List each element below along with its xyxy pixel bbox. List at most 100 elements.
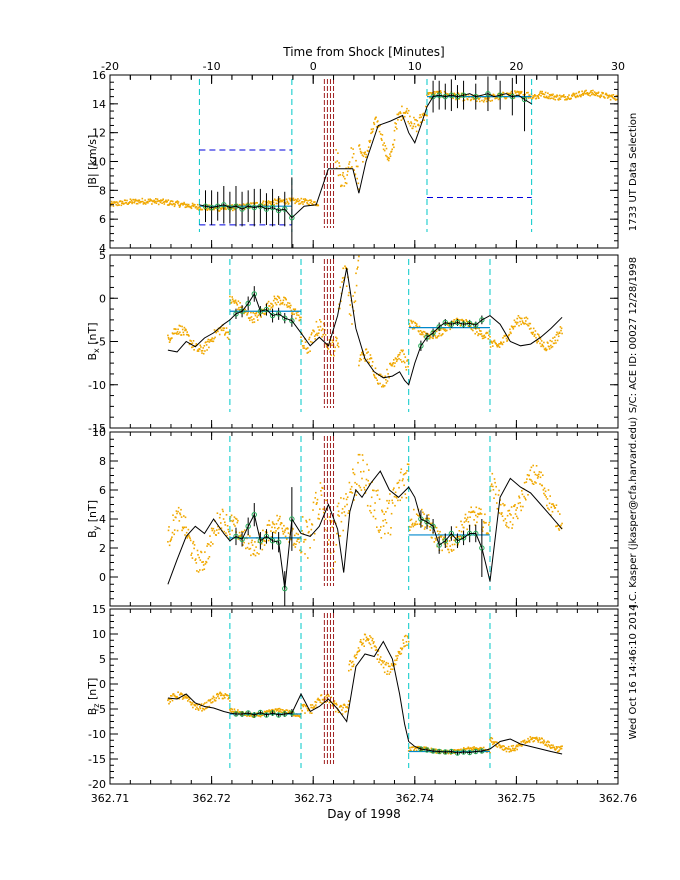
scatter-point xyxy=(130,201,132,203)
scatter-point xyxy=(208,556,211,558)
scatter-point xyxy=(600,95,603,97)
scatter-point xyxy=(335,544,338,546)
scatter-point xyxy=(395,358,397,360)
scatter-point xyxy=(282,530,284,533)
top-tick-label: -10 xyxy=(203,60,221,73)
x-tick-label: 362.76 xyxy=(599,792,638,805)
scatter-point xyxy=(542,489,545,491)
scatter-point xyxy=(495,745,497,747)
scatter-point xyxy=(327,693,330,696)
scatter-point xyxy=(586,92,588,94)
scatter-point xyxy=(541,90,543,93)
scatter-point xyxy=(523,94,525,96)
scatter-point xyxy=(300,316,302,319)
scatter-point xyxy=(250,202,253,205)
scatter-point xyxy=(354,291,356,294)
data-marker xyxy=(263,533,270,540)
scatter-point xyxy=(445,752,447,755)
scatter-point xyxy=(342,706,344,709)
scatter-point xyxy=(499,93,502,96)
y-tick-label: 2 xyxy=(99,542,106,555)
scatter-point xyxy=(550,506,553,509)
scatter-point xyxy=(405,472,407,474)
scatter-point xyxy=(426,114,428,117)
scatter-point xyxy=(492,489,495,491)
scatter-point xyxy=(307,709,309,712)
scatter-point xyxy=(384,375,386,378)
scatter-point xyxy=(351,323,353,325)
scatter-point xyxy=(389,665,391,668)
scatter-point xyxy=(233,300,235,303)
scatter-point xyxy=(536,95,539,97)
scatter-point xyxy=(518,743,520,745)
scatter-point xyxy=(544,347,547,350)
scatter-point xyxy=(178,324,181,327)
scatter-point xyxy=(494,741,496,743)
scatter-point xyxy=(340,300,342,302)
scatter-point xyxy=(347,166,350,169)
scatter-point xyxy=(171,203,174,206)
scatter-point xyxy=(298,199,301,202)
scatter-point xyxy=(300,197,303,200)
scatter-point xyxy=(593,93,595,96)
scatter-point xyxy=(450,548,453,551)
scatter-point xyxy=(386,499,388,502)
scatter-point xyxy=(325,701,327,703)
scatter-point xyxy=(414,118,416,121)
scatter-point xyxy=(534,330,537,332)
scatter-point xyxy=(404,112,407,114)
scatter-point xyxy=(495,342,497,345)
scatter-point xyxy=(517,745,519,748)
scatter-point xyxy=(283,531,286,533)
scatter-point xyxy=(225,331,227,334)
scatter-point xyxy=(380,537,383,539)
scatter-point xyxy=(522,505,524,508)
scatter-point xyxy=(357,453,360,456)
y-tick-label: 10 xyxy=(92,628,106,641)
scatter-point xyxy=(474,332,476,335)
scatter-point xyxy=(188,335,190,337)
scatter-point xyxy=(606,97,609,99)
scatter-point xyxy=(526,478,528,480)
scatter-point xyxy=(350,314,352,317)
scatter-point xyxy=(373,509,376,512)
scatter-point xyxy=(388,502,390,504)
scatter-point xyxy=(467,521,470,523)
scatter-point xyxy=(556,339,559,342)
scatter-point xyxy=(364,360,366,362)
scatter-point xyxy=(460,748,462,751)
scatter-point xyxy=(494,493,497,496)
scatter-point xyxy=(512,744,515,747)
scatter-point xyxy=(496,344,498,347)
scatter-point xyxy=(195,703,198,706)
scatter-point xyxy=(197,350,200,352)
scatter-point xyxy=(156,200,158,203)
scatter-point xyxy=(528,739,530,742)
x-tick-label: 362.73 xyxy=(294,792,333,805)
scatter-point xyxy=(592,89,594,92)
scatter-point xyxy=(431,537,433,539)
scatter-point xyxy=(391,364,393,367)
scatter-point xyxy=(375,377,377,379)
scatter-point xyxy=(258,715,261,717)
scatter-point xyxy=(512,328,515,330)
scatter-point xyxy=(209,535,211,537)
scatter-point xyxy=(401,496,403,499)
scatter-point xyxy=(168,203,171,206)
scatter-point xyxy=(331,339,334,342)
scatter-point xyxy=(537,475,540,478)
scatter-point xyxy=(388,499,391,502)
scatter-point xyxy=(377,654,379,656)
scatter-point xyxy=(537,741,540,743)
scatter-point xyxy=(374,502,376,504)
scatter-point xyxy=(414,523,417,526)
scatter-point xyxy=(498,512,501,514)
scatter-point xyxy=(415,323,418,325)
scatter-point xyxy=(507,510,509,512)
scatter-point xyxy=(465,518,468,521)
scatter-point xyxy=(517,502,520,505)
scatter-point xyxy=(292,197,295,200)
scatter-point xyxy=(545,96,547,99)
scatter-point xyxy=(520,323,522,326)
